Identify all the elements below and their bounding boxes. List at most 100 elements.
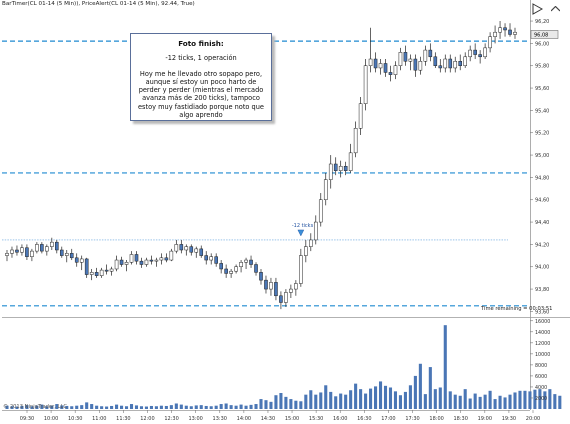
candle-body — [229, 270, 233, 274]
volume-bar — [324, 385, 328, 409]
candle-body — [443, 58, 448, 69]
volume-bar — [209, 406, 213, 409]
volume-bar — [35, 405, 39, 409]
price-tick-label: 95,40 — [535, 108, 549, 114]
volume-tick-label: 8000 — [535, 363, 547, 369]
candle-body — [259, 272, 263, 281]
trade-label: -12 ticks — [292, 223, 314, 229]
candle-body — [179, 244, 184, 251]
volume-tick-label: 10000 — [535, 352, 550, 358]
candle-body — [463, 56, 467, 66]
time-tick-label: 12:00 — [140, 416, 154, 422]
play-icon[interactable] — [532, 3, 543, 15]
volume-bar — [169, 405, 173, 409]
candle-body — [333, 163, 338, 171]
volume-bar — [518, 390, 522, 409]
candle-body — [353, 128, 358, 154]
candle-body — [129, 254, 134, 263]
time-tick-label: 18:00 — [429, 416, 443, 422]
volume-bar — [139, 406, 144, 409]
volume-bar — [478, 396, 482, 409]
volume-bar — [359, 389, 363, 409]
volume-bar — [45, 406, 49, 409]
candle-body — [418, 61, 423, 71]
volume-bar — [403, 391, 407, 409]
candle-body — [204, 255, 209, 261]
volume-tick-label: 14000 — [535, 330, 550, 336]
time-tick-label: 09:30 — [20, 416, 34, 422]
candle-body — [114, 259, 119, 270]
candle-body — [89, 272, 94, 275]
candle-body — [104, 269, 109, 272]
note-title: Foto finish: — [178, 39, 224, 48]
volume-bar — [533, 389, 537, 409]
candle-body — [433, 56, 438, 66]
volume-bar — [299, 401, 303, 409]
candle-body — [304, 246, 308, 256]
time-tick-label: 17:30 — [405, 416, 419, 422]
candle-body — [249, 259, 253, 265]
candle-body — [219, 263, 223, 270]
price-tick-label: 93,80 — [535, 287, 549, 293]
note-body: Hoy me he llevado otro sopapo pero, aunq… — [138, 70, 264, 119]
candle-body — [498, 27, 502, 33]
candle-body — [159, 257, 164, 261]
volume-tick-label: 2000 — [535, 396, 547, 402]
volume-bar — [334, 396, 338, 409]
candle-body — [109, 268, 114, 272]
time-tick-label: 14:00 — [237, 416, 251, 422]
candle-body — [403, 52, 408, 62]
time-tick-label: 14:30 — [261, 416, 275, 422]
chevron-up-icon[interactable] — [551, 6, 560, 12]
volume-bar — [508, 394, 512, 409]
volume-bar — [199, 405, 203, 409]
candle-body — [15, 249, 19, 253]
volume-bar — [234, 405, 238, 409]
candle-body — [154, 259, 159, 262]
volume-tick-label: 16000 — [535, 319, 550, 325]
volume-bar — [70, 406, 74, 409]
volume-bar — [204, 405, 208, 409]
volume-bar — [159, 405, 163, 409]
candle-body — [20, 247, 24, 253]
volume-bar — [259, 399, 263, 409]
chart-header: BarTimer(CL 01-14 (5 Min)), PriceAlert(C… — [2, 1, 195, 7]
time-tick-label: 15:30 — [309, 416, 323, 422]
volume-bar — [80, 405, 84, 409]
candle-body — [408, 58, 413, 62]
volume-bar — [154, 406, 158, 409]
volume-bar — [110, 405, 114, 409]
copyright: © 2013 NinjaTrader, LLC — [3, 404, 67, 410]
volume-bar — [349, 390, 353, 409]
annotation-note: Foto finish: -12 ticks, 1 operación Hoy … — [130, 33, 272, 121]
time-tick-label: 16:00 — [333, 416, 347, 422]
candle-body — [214, 256, 218, 264]
volume-bar — [30, 406, 34, 409]
volume-bar — [493, 399, 497, 409]
candle-body — [383, 63, 388, 73]
volume-bar — [473, 393, 477, 409]
candle-body — [368, 58, 373, 66]
candle-body — [244, 259, 248, 263]
candle-body — [144, 259, 149, 265]
candle-body — [503, 27, 507, 31]
volume-bar — [50, 405, 54, 409]
price-tick-label: 95,20 — [535, 131, 549, 137]
candle-body — [348, 152, 353, 171]
volume-bar — [179, 404, 183, 409]
volume-bar — [105, 406, 109, 409]
volume-bar — [120, 405, 124, 409]
time-tick-label: 13:00 — [188, 416, 202, 422]
candle-body — [448, 58, 453, 69]
candle-body — [363, 65, 368, 104]
volume-bar — [364, 393, 368, 409]
candle-body — [338, 165, 343, 171]
volume-bar — [194, 405, 198, 409]
candle-body — [483, 47, 487, 58]
candle-body — [358, 103, 363, 129]
candle-body — [64, 253, 69, 256]
volume-bar — [443, 325, 447, 409]
volume-bar — [254, 404, 258, 409]
candle-body — [398, 52, 403, 66]
time-tick-label: 13:30 — [213, 416, 227, 422]
